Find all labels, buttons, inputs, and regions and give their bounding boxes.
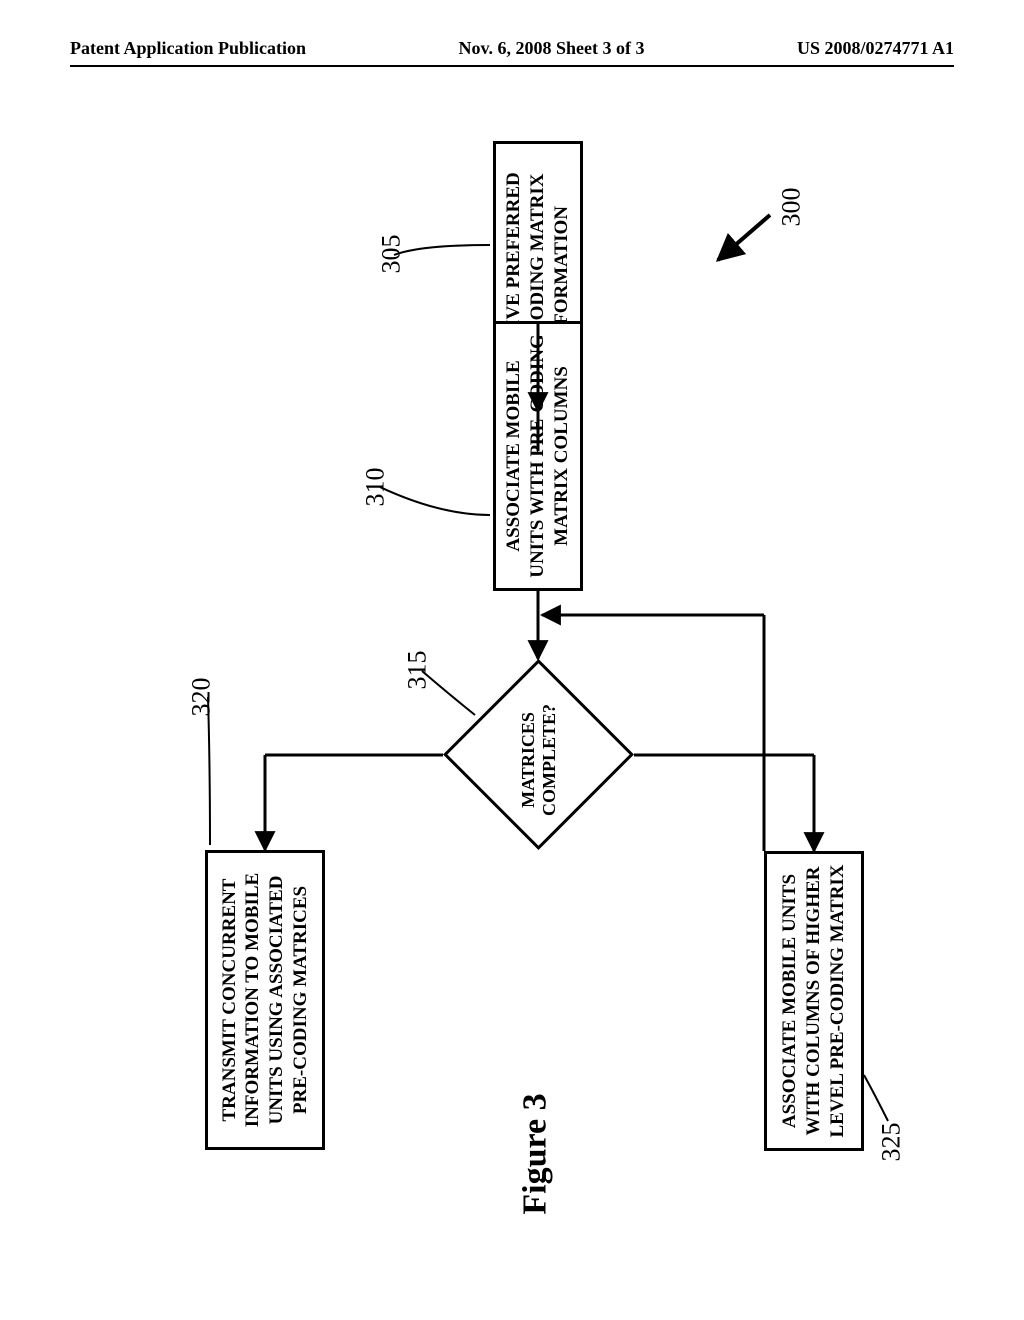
- header-center: Nov. 6, 2008 Sheet 3 of 3: [459, 38, 645, 59]
- ref-325: 325: [877, 1123, 907, 1162]
- box-transmit-concurrent: TRANSMIT CONCURRENT INFORMATION TO MOBIL…: [205, 850, 325, 1150]
- ref-320: 320: [187, 678, 217, 717]
- header-left: Patent Application Publication: [70, 38, 306, 59]
- box-310-text: ASSOCIATE MOBILE UNITS WITH PRE-CODING M…: [502, 330, 573, 582]
- ref-310: 310: [361, 468, 391, 507]
- ref-315: 315: [403, 651, 433, 690]
- header-right: US 2008/0274771 A1: [797, 38, 954, 59]
- box-associate-columns: ASSOCIATE MOBILE UNITS WITH PRE-CODING M…: [493, 321, 583, 591]
- box-associate-higher-level: ASSOCIATE MOBILE UNITS WITH COLUMNS OF H…: [764, 851, 864, 1151]
- ref-305: 305: [377, 235, 407, 274]
- box-325-text: ASSOCIATE MOBILE UNITS WITH COLUMNS OF H…: [778, 860, 849, 1142]
- flowchart-diagram: 300 RECEIVE PREFERRED PRE-CODING MATRIX …: [140, 115, 900, 1195]
- diamond-315-text: MATRICES COMPLETE?: [518, 680, 560, 840]
- ref-300: 300: [777, 188, 807, 227]
- box-320-text: TRANSMIT CONCURRENT INFORMATION TO MOBIL…: [218, 859, 313, 1141]
- figure-caption: Figure 3: [517, 1093, 555, 1214]
